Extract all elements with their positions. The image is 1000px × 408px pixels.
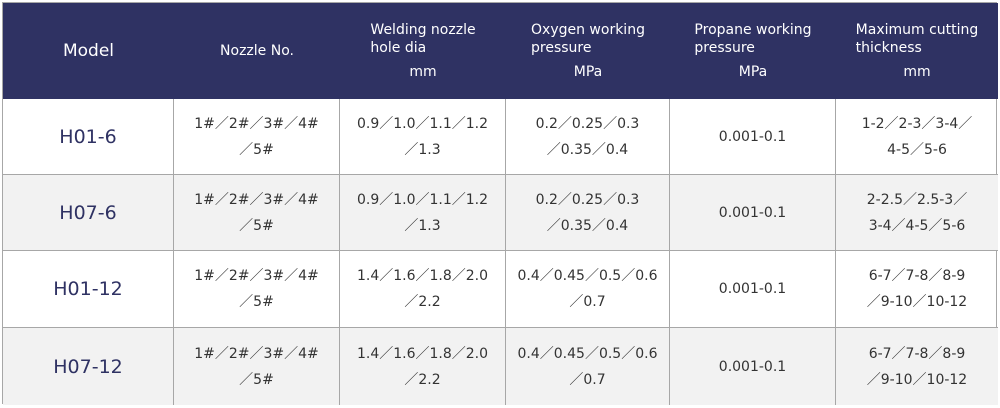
header-oxygen-line2: pressure — [531, 40, 592, 56]
nozzle-line: 1#／2#／3#／4# — [194, 191, 319, 208]
header-model: Model — [3, 3, 174, 99]
hole-dia-line: 0.9／1.0／1.1／1.2 — [356, 115, 489, 132]
oxygen-cell: 0.4／0.45／0.5／0.6 ／0.7 — [506, 328, 670, 405]
hole-dia-cell: 1.4／1.6／1.8／2.0 ／2.2 — [340, 251, 506, 328]
oxygen-line: ／0.35／0.4 — [546, 217, 629, 234]
nozzle-line: 1#／2#／3#／4# — [194, 345, 319, 362]
header-oxygen-unit: MPa — [573, 64, 603, 80]
oxygen-line: ／0.35／0.4 — [546, 141, 629, 158]
header-hole-dia: Welding nozzle hole dia mm — [340, 3, 506, 99]
oxygen-line: 0.2／0.25／0.3 — [535, 191, 640, 208]
model-value: H01-12 — [53, 278, 123, 300]
hole-dia-cell: 0.9／1.0／1.1／1.2 ／1.3 — [340, 99, 506, 175]
header-thickness-unit: mm — [903, 64, 931, 80]
thickness-cell: 1-2／2-3／3-4／ 4-5／5-6 — [836, 99, 998, 175]
model-cell: H01-6 — [3, 99, 174, 175]
propane-value: 0.001-0.1 — [718, 128, 787, 145]
nozzle-line: ／5# — [239, 371, 274, 388]
hole-dia-line: ／2.2 — [404, 371, 441, 388]
nozzle-line: ／5# — [239, 141, 274, 158]
thickness-line: 3-4／4-5／5-6 — [868, 217, 966, 234]
nozzle-cell: 1#／2#／3#／4# ／5# — [174, 328, 340, 405]
header-thickness-line2: thickness — [855, 40, 922, 56]
model-cell: H07-6 — [3, 175, 174, 251]
oxygen-line: 0.4／0.45／0.5／0.6 — [517, 345, 658, 362]
model-cell: H01-12 — [3, 251, 174, 328]
model-value: H07-12 — [53, 355, 123, 378]
thickness-cell: 2-2.5／2.5-3／ 3-4／4-5／5-6 — [836, 175, 998, 251]
nozzle-line: ／5# — [239, 217, 274, 234]
thickness-cell: 6-7／7-8／8-9 ／9-10／10-12 — [836, 251, 998, 328]
oxygen-line: 0.2／0.25／0.3 — [535, 115, 640, 132]
nozzle-cell: 1#／2#／3#／4# ／5# — [174, 251, 340, 328]
header-model-label: Model — [62, 41, 115, 61]
hole-dia-line: 1.4／1.6／1.8／2.0 — [356, 268, 489, 284]
thickness-line: 1-2／2-3／3-4／ — [861, 115, 973, 132]
nozzle-cell: 1#／2#／3#／4# ／5# — [174, 99, 340, 175]
propane-value: 0.001-0.1 — [718, 358, 787, 375]
thickness-cell: 6-7／7-8／8-9 ／9-10／10-12 — [836, 328, 998, 405]
model-value: H01-6 — [59, 125, 117, 148]
hole-dia-line: ／1.3 — [404, 217, 441, 234]
thickness-line: ／9-10／10-12 — [866, 294, 968, 310]
oxygen-line: 0.4／0.45／0.5／0.6 — [517, 268, 658, 284]
hole-dia-line: ／1.3 — [404, 141, 441, 158]
oxygen-cell: 0.2／0.25／0.3 ／0.35／0.4 — [506, 99, 670, 175]
hole-dia-cell: 1.4／1.6／1.8／2.0 ／2.2 — [340, 328, 506, 405]
thickness-line: 6-7／7-8／8-9 — [868, 268, 966, 284]
hole-dia-line: 0.9／1.0／1.1／1.2 — [356, 191, 489, 208]
propane-value: 0.001-0.1 — [718, 281, 787, 297]
oxygen-line: ／0.7 — [569, 371, 606, 388]
header-max-thickness: Maximum cutting thickness mm — [836, 3, 998, 99]
propane-cell: 0.001-0.1 — [670, 99, 836, 175]
header-hole-dia-unit: mm — [409, 64, 437, 80]
propane-value: 0.001-0.1 — [718, 204, 787, 221]
nozzle-line: 1#／2#／3#／4# — [194, 115, 319, 132]
header-propane-pressure: Propane working pressure MPa — [670, 3, 836, 99]
propane-cell: 0.001-0.1 — [670, 251, 836, 328]
model-cell: H07-12 — [3, 328, 174, 405]
nozzle-cell: 1#／2#／3#／4# ／5# — [174, 175, 340, 251]
oxygen-cell: 0.2／0.25／0.3 ／0.35／0.4 — [506, 175, 670, 251]
oxygen-cell: 0.4／0.45／0.5／0.6 ／0.7 — [506, 251, 670, 328]
hole-dia-line: 1.4／1.6／1.8／2.0 — [356, 345, 489, 362]
header-propane-line1: Propane working — [694, 22, 812, 38]
header-hole-dia-line1: Welding nozzle — [370, 22, 476, 38]
thickness-line: 2-2.5／2.5-3／ — [866, 191, 968, 208]
header-propane-unit: MPa — [738, 64, 768, 80]
header-oxygen-pressure: Oxygen working pressure MPa — [506, 3, 670, 99]
header-nozzle-no-label: Nozzle No. — [220, 43, 294, 59]
nozzle-line: 1#／2#／3#／4# — [194, 268, 319, 284]
header-oxygen-line1: Oxygen working — [531, 22, 645, 38]
thickness-line: 6-7／7-8／8-9 — [868, 345, 966, 362]
header-propane-line2: pressure — [694, 40, 755, 56]
oxygen-line: ／0.7 — [569, 294, 606, 310]
thickness-line: ／9-10／10-12 — [866, 371, 968, 388]
header-nozzle-no: Nozzle No. — [174, 3, 340, 99]
hole-dia-line: ／2.2 — [404, 294, 441, 310]
nozzle-line: ／5# — [239, 294, 274, 310]
header-thickness-line1: Maximum cutting — [855, 22, 979, 38]
header-hole-dia-line2: hole dia — [370, 40, 427, 56]
thickness-line: 4-5／5-6 — [887, 141, 947, 158]
propane-cell: 0.001-0.1 — [670, 175, 836, 251]
model-value: H07-6 — [59, 201, 117, 224]
propane-cell: 0.001-0.1 — [670, 328, 836, 405]
hole-dia-cell: 0.9／1.0／1.1／1.2 ／1.3 — [340, 175, 506, 251]
